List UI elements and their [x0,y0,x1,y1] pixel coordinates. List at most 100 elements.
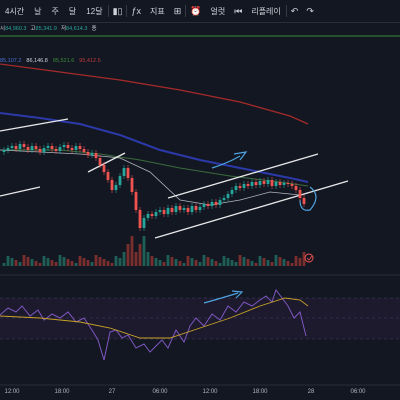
volume-bars [2,236,306,266]
candle-body [138,210,142,228]
rsi-band [0,298,400,339]
volume-bar [290,263,294,266]
toolbar-divider [185,5,187,17]
candle-body [178,206,182,210]
candle-body [218,200,222,205]
timeframe-4h[interactable]: 4시간 [5,6,25,16]
annotation-arrowhead-main [233,151,248,161]
timeframe-12month[interactable]: 12달 [86,6,103,16]
volume-bar [122,252,126,266]
volume-bar [22,255,26,266]
volume-bar [98,257,102,266]
indicators-icon[interactable]: ƒx [131,6,141,16]
volume-bar [78,256,82,266]
time-label: 06:00 [152,389,168,395]
high-value: 85,341.9 [35,26,57,32]
candle-body [298,190,302,198]
volume-bar [210,259,214,266]
candle-body [302,198,306,204]
candle-body [282,183,286,185]
volume-bar [54,262,58,266]
candle-body [46,146,50,148]
volume-bar [238,255,242,266]
rsi-annotation-arrow[interactable] [203,292,239,304]
timeframe-day[interactable]: 날 [34,6,42,16]
candle-body [182,208,186,210]
indicators-button[interactable]: 지표 [149,6,165,16]
high-label: 고 [30,26,36,32]
volume-bar [94,255,98,266]
replay-icon[interactable]: ⏮ [234,5,243,16]
ohlc-legend: 시84,960.3 고85,341.9 저84,614.3 종 [0,24,97,32]
volume-bar [150,256,154,266]
annotation-arrow-main[interactable] [211,155,241,169]
candle-body [6,148,10,150]
channel-lower-line[interactable] [154,180,349,239]
redo-icon[interactable]: ↷ [306,5,314,16]
candle-body [150,214,154,216]
volume-bar [266,260,270,266]
volume-bar [38,263,42,266]
candle-body [270,180,274,186]
candle-body [170,208,174,212]
channel-upper-line[interactable] [167,153,319,199]
candle-body [34,146,38,149]
ma-value-4: 95,412.5 [79,58,101,64]
candle-body [54,149,58,151]
bar-chart-icon[interactable]: ▮▯ [112,5,123,16]
candle-body [154,212,158,216]
candle-body [274,182,278,186]
volume-bar [142,236,146,266]
undo-icon[interactable]: ↶ [290,5,299,16]
volume-bar [154,258,158,266]
volume-bar [222,256,226,266]
candle-body [26,147,30,150]
ma-white-line [0,149,301,206]
trendline-left-upper[interactable] [0,118,69,132]
replay-button[interactable]: 리플레이 [251,6,281,16]
candle-body [90,153,94,155]
ma-blue-line [0,112,309,183]
candle-body [226,194,230,198]
candle-body [242,184,246,188]
candle-body [146,214,150,218]
candle-body [70,148,74,150]
annotation-circle[interactable] [299,186,317,211]
layout-grid-icon[interactable]: ⊞ [173,5,182,16]
candle-body [158,210,162,212]
time-axis: 12:00 18:00 27 06:00 12:00 18:00 28 06:0… [0,386,400,400]
alert-clock-icon[interactable]: ⏰ [190,5,202,16]
timeframe-week[interactable]: 주 [51,6,59,16]
volume-bar [6,256,10,266]
candle-body [14,146,18,149]
candle-body [294,186,298,190]
candle-body [106,172,110,180]
timeframe-month[interactable]: 달 [68,6,77,16]
candle-body [86,152,90,155]
ma-red-line [0,63,309,125]
candle-body [246,184,250,186]
ma-value-2: 86,146.8 [26,58,48,64]
volume-bar [90,262,94,266]
candle-body [122,168,126,176]
time-label: 06:00 [350,389,366,395]
volume-bar [18,262,22,266]
ma-legend: 85,107.2 86,146.8 85,521.6 95,412.5 [0,58,101,64]
volume-bar [46,258,50,266]
volume-bar [174,259,178,266]
candle-body [194,206,198,210]
candle-body [78,146,82,149]
candle-body [266,180,270,184]
volume-bar [178,261,182,266]
alert-marker-icon[interactable] [304,253,314,263]
volume-bar [110,263,114,266]
candle-body [198,207,202,210]
candle-body [66,145,70,148]
candle-body [22,144,26,147]
candle-body [186,208,190,212]
time-label: 12:00 [202,389,218,395]
trendline-left-lower[interactable] [0,186,41,197]
alert-button[interactable]: 얼럿 [210,6,226,16]
trendline-mid[interactable] [87,152,126,173]
